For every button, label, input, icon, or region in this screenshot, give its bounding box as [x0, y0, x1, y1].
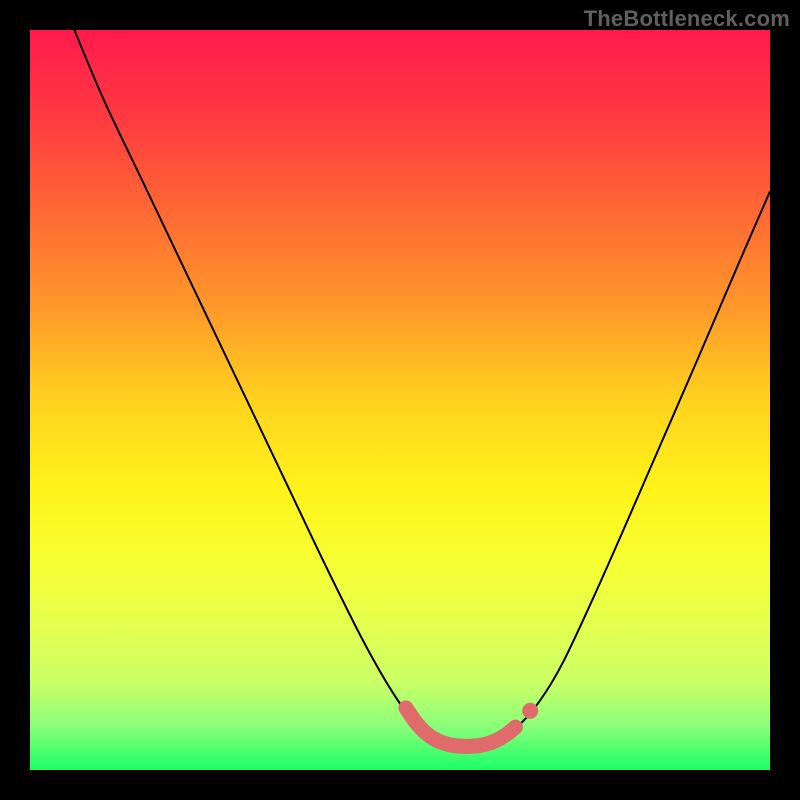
minimum-dot [522, 703, 538, 719]
chart-background [30, 30, 770, 770]
watermark-text: TheBottleneck.com [584, 6, 790, 32]
chart-container: TheBottleneck.com [0, 0, 800, 800]
bottleneck-chart [0, 0, 800, 800]
